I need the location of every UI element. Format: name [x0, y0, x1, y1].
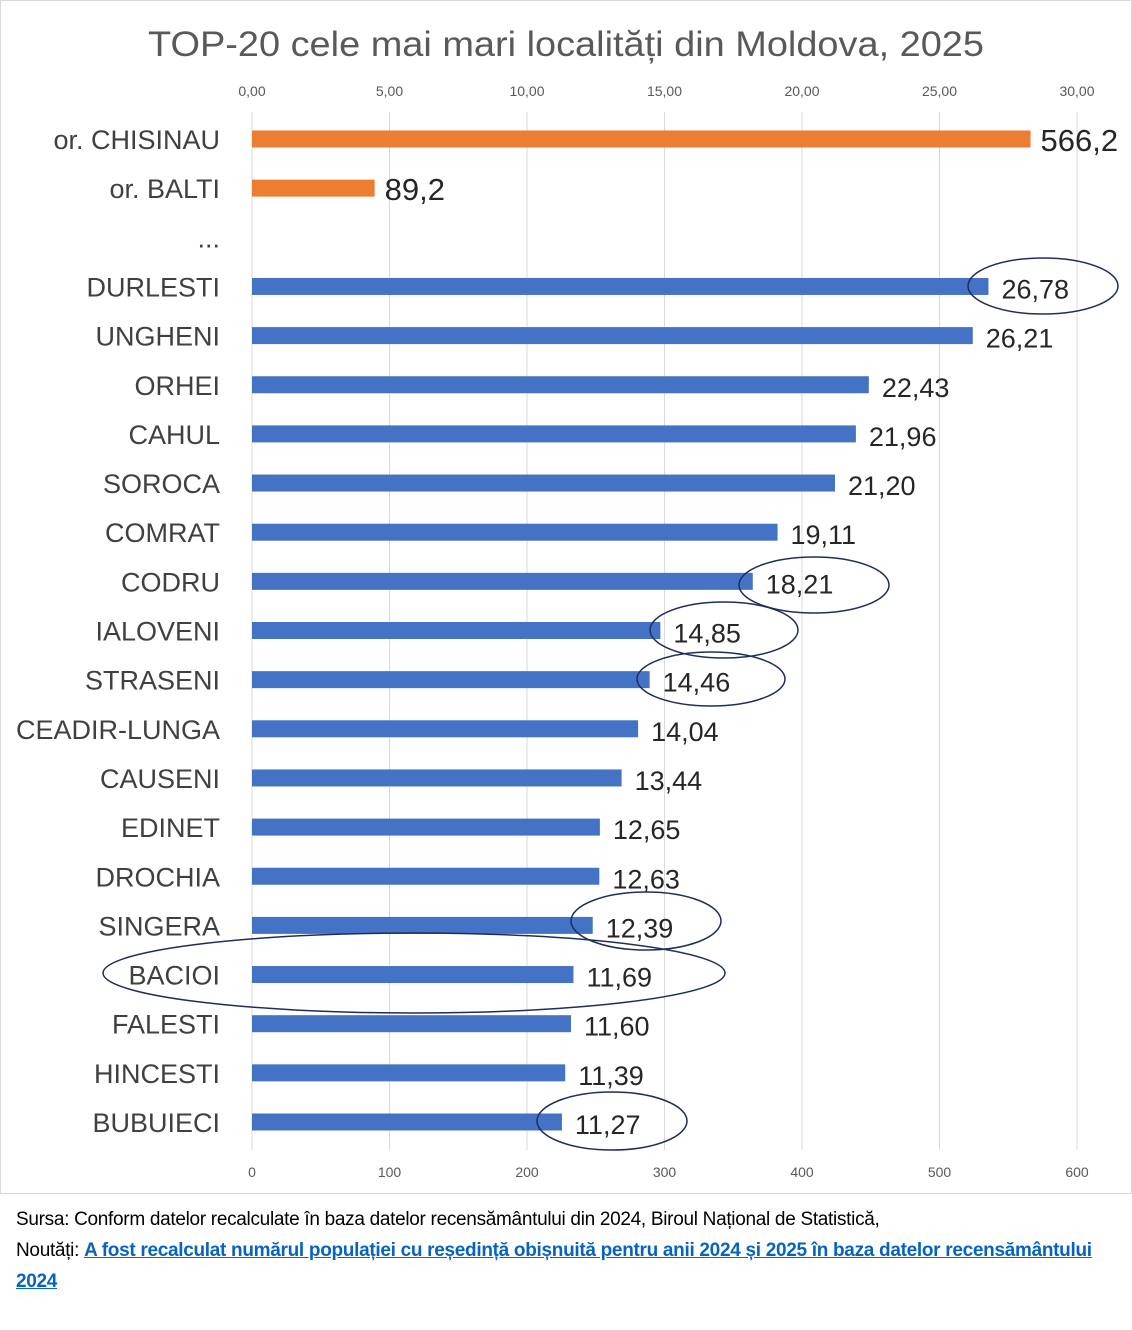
category-label: CAUSENI — [100, 764, 220, 794]
data-label: 89,2 — [385, 172, 445, 207]
bar — [252, 376, 869, 394]
category-label: CEADIR-LUNGA — [16, 715, 220, 745]
category-label: HINCESTI — [94, 1059, 220, 1089]
bar — [252, 867, 600, 885]
category-label: FALESTI — [112, 1010, 220, 1040]
data-label: 26,78 — [1001, 274, 1069, 304]
bar — [252, 572, 753, 590]
category-label: DURLESTI — [86, 272, 220, 302]
data-label: 19,11 — [791, 520, 857, 550]
bottom-axis-tick-label: 300 — [653, 1164, 677, 1180]
category-label: or. CHISINAU — [53, 125, 220, 155]
bottom-axis-tick-label: 600 — [1065, 1164, 1089, 1180]
bar — [252, 1064, 566, 1082]
category-label: BUBUIECI — [92, 1108, 220, 1138]
data-label: 566,2 — [1041, 123, 1119, 158]
data-label: 11,39 — [578, 1061, 644, 1091]
data-label: 11,27 — [575, 1110, 641, 1140]
bar — [252, 720, 639, 738]
highlight-ellipse-durlesti — [967, 257, 1119, 315]
data-label: 21,96 — [869, 422, 937, 452]
highlight-ellipse-ialoveni — [649, 601, 799, 659]
category-label: CODRU — [121, 567, 220, 597]
bar — [252, 179, 375, 197]
category-label: BACIOI — [128, 961, 220, 991]
bar — [252, 671, 650, 689]
chart-title: TOP-20 cele mai mari localități din Mold… — [148, 25, 984, 64]
data-label: 14,85 — [673, 619, 741, 649]
bar — [252, 1113, 562, 1131]
bar — [252, 523, 778, 541]
chart-frame — [0, 0, 1132, 1194]
data-label: 14,04 — [651, 717, 719, 747]
category-label: SOROCA — [103, 469, 220, 499]
top-axis-tick-label: 20,00 — [784, 83, 819, 99]
category-label: or. BALTI — [109, 174, 220, 204]
category-label: DROCHIA — [95, 862, 220, 892]
highlight-ellipse-codru — [738, 556, 890, 614]
bar — [252, 966, 574, 984]
source-text: Sursa: Conform datelor recalculate în ba… — [16, 1209, 880, 1230]
category-label: SINGERA — [98, 911, 220, 941]
bar — [252, 277, 989, 295]
top-axis-tick-label: 10,00 — [509, 83, 544, 99]
bottom-axis-tick-label: 400 — [790, 1164, 814, 1180]
highlight-ellipse-straseni — [636, 651, 786, 707]
data-label: 11,60 — [584, 1012, 650, 1042]
bar-chart: TOP-20 cele mai mari localități din Mold… — [0, 0, 1132, 1194]
category-label: EDINET — [121, 813, 220, 843]
category-label: COMRAT — [105, 518, 220, 548]
top-axis-tick-label: 5,00 — [376, 83, 403, 99]
bottom-axis-tick-label: 200 — [515, 1164, 539, 1180]
category-label: IALOVENI — [95, 617, 220, 647]
category-label: ... — [197, 223, 220, 253]
bottom-axis-tick-label: 100 — [378, 1164, 402, 1180]
data-label: 12,39 — [606, 913, 674, 943]
bar — [252, 1015, 571, 1033]
category-label: STRASENI — [85, 666, 220, 696]
highlight-ellipse-bacioi — [102, 932, 726, 1014]
data-label: 12,65 — [613, 815, 681, 845]
data-label: 18,21 — [766, 569, 834, 599]
top-axis-tick-label: 30,00 — [1059, 83, 1094, 99]
bar — [252, 818, 600, 836]
data-label: 22,43 — [882, 373, 950, 403]
chart-footer: Sursa: Conform datelor recalculate în ba… — [16, 1204, 1116, 1297]
category-label: UNGHENI — [95, 322, 220, 352]
bar — [252, 130, 1031, 148]
data-label: 14,46 — [663, 668, 731, 698]
bar — [252, 425, 856, 443]
bottom-axis-tick-label: 0 — [248, 1164, 256, 1180]
data-label: 21,20 — [848, 471, 916, 501]
bar — [252, 622, 661, 639]
top-axis-tick-label: 25,00 — [922, 83, 957, 99]
highlight-ellipse-bubuieci — [536, 1091, 688, 1151]
highlight-ellipse-singera — [570, 891, 722, 951]
news-link[interactable]: A fost recalculat numărul populației cu … — [16, 1240, 1092, 1292]
bar — [252, 769, 622, 787]
news-prefix: Noutăți: — [16, 1240, 85, 1261]
category-label: ORHEI — [134, 371, 220, 401]
top-axis-tick-label: 15,00 — [647, 83, 682, 99]
category-label: CAHUL — [128, 420, 220, 450]
data-label: 26,21 — [986, 324, 1054, 354]
top-axis-tick-label: 0,00 — [238, 83, 265, 99]
bottom-axis-tick-label: 500 — [928, 1164, 952, 1180]
bar — [252, 327, 973, 345]
bar — [252, 916, 593, 934]
bar — [252, 474, 835, 492]
data-label: 12,63 — [612, 864, 680, 894]
data-label: 13,44 — [635, 766, 703, 796]
data-label: 11,69 — [586, 963, 652, 993]
